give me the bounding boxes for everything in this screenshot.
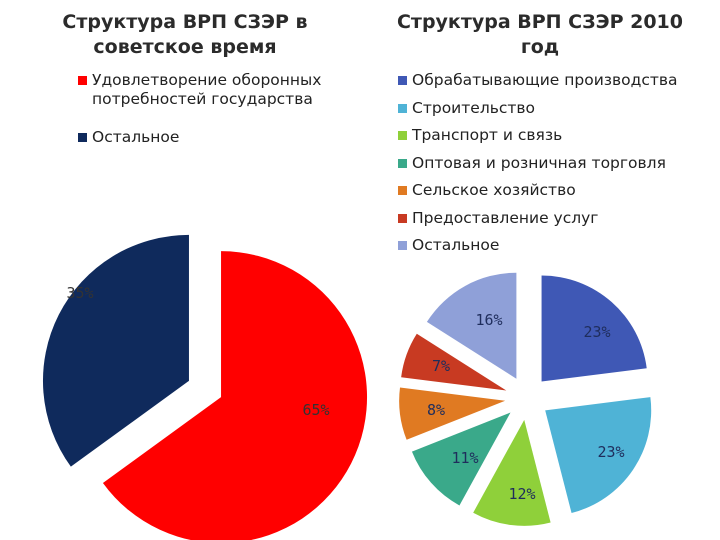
- legend-label: Удовлетворение оборонных потребностей го…: [92, 71, 322, 108]
- pie-2010-data-label: 16%: [475, 311, 502, 329]
- soviet-pie-data-label: 35%: [66, 284, 93, 302]
- legend-label: Строительство: [412, 98, 536, 117]
- right-chart-title: Структура ВРП СЗЭР 2010 год: [396, 11, 683, 58]
- soviet-pie-slice: [102, 251, 368, 540]
- legend-swatch: [78, 133, 87, 142]
- legend-item-other: Остальное: [398, 236, 698, 264]
- pie-2010-data-label: 7%: [432, 357, 450, 375]
- pie-2010-slice: [541, 275, 647, 382]
- legend-label: Транспорт и связь: [412, 126, 563, 144]
- legend-label: Оптовая и розничная торговля: [412, 153, 666, 172]
- pie-2010-data-label: 8%: [427, 401, 445, 419]
- legend-label: Сельское хозяйство: [412, 181, 576, 199]
- legend-swatch: [398, 241, 407, 250]
- legend-item-defense: Удовлетворение оборонных потребностей го…: [78, 71, 378, 109]
- legend-item-other: Остальное: [78, 128, 378, 147]
- left-chart-legend: Удовлетворение оборонных потребностей го…: [78, 71, 378, 166]
- legend-item-trade: Оптовая и розничная торговля: [398, 154, 698, 182]
- left-chart-title: Структура ВРП СЗЭР в советское время: [62, 11, 308, 58]
- right-chart-legend: Обрабатывающие производства Строительств…: [398, 71, 698, 264]
- legend-swatch: [398, 131, 407, 140]
- pie-2010-slice: [545, 397, 652, 514]
- legend-swatch: [78, 76, 87, 85]
- legend-item-manufacturing: Обрабатывающие производства: [398, 71, 698, 99]
- pie-2010-data-label: 11%: [451, 449, 478, 467]
- legend-swatch: [398, 76, 407, 85]
- legend-label: Остальное: [92, 128, 180, 146]
- legend-item-construction: Строительство: [398, 99, 698, 127]
- pie-2010-data-label: 23%: [583, 323, 610, 341]
- legend-item-services: Предоставление услуг: [398, 209, 698, 237]
- legend-swatch: [398, 213, 407, 223]
- soviet-pie-slice: [42, 234, 189, 467]
- legend-item-transport: Транспорт и связь: [398, 126, 698, 154]
- legend-swatch: [398, 186, 407, 195]
- pie-2010-data-label: 23%: [597, 443, 624, 461]
- legend-item-agriculture: Сельское хозяйство: [398, 181, 698, 209]
- legend-label: Обрабатывающие производства: [412, 71, 678, 89]
- pie-2010-slice: [411, 412, 511, 506]
- pie-2010-slice: [473, 419, 551, 526]
- soviet-pie-data-label: 65%: [302, 401, 329, 419]
- pie-2010-data-label: 12%: [508, 485, 535, 503]
- legend-label: Предоставление услуг: [412, 208, 599, 227]
- legend-swatch: [398, 103, 407, 113]
- pie-2010-slice: [426, 272, 517, 379]
- pie-2010-slice: [401, 333, 507, 391]
- legend-swatch: [398, 158, 407, 168]
- legend-label: Остальное: [412, 236, 500, 254]
- pie-2010-slice: [399, 387, 506, 440]
